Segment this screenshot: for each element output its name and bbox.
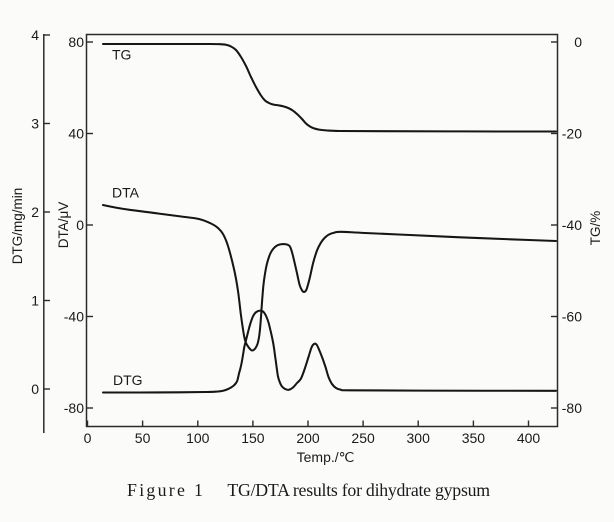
svg-text:400: 400 <box>517 430 541 446</box>
svg-text:200: 200 <box>296 430 320 446</box>
svg-text:40: 40 <box>68 126 84 142</box>
svg-text:300: 300 <box>407 430 431 446</box>
svg-text:DTA/μV: DTA/μV <box>56 202 71 249</box>
svg-text:0: 0 <box>76 217 84 233</box>
svg-text:3: 3 <box>31 116 39 132</box>
svg-text:50: 50 <box>135 430 151 446</box>
svg-text:TG/%: TG/% <box>588 211 603 246</box>
svg-text:Temp./℃: Temp./℃ <box>297 449 355 465</box>
svg-text:1: 1 <box>31 293 39 309</box>
svg-text:0: 0 <box>84 430 92 446</box>
svg-text:250: 250 <box>351 430 375 446</box>
svg-text:Figure 1 TG/DTA results fo: Figure 1 TG/DTA results for dihydrate gy… <box>127 480 490 500</box>
svg-text:150: 150 <box>241 430 265 446</box>
svg-text:-60: -60 <box>562 309 582 325</box>
svg-text:4: 4 <box>31 27 39 43</box>
svg-text:DTG: DTG <box>113 372 143 388</box>
svg-text:350: 350 <box>462 430 486 446</box>
svg-text:DTA: DTA <box>112 185 140 201</box>
svg-text:2: 2 <box>31 204 39 220</box>
svg-text:0: 0 <box>31 381 39 397</box>
svg-text:-80: -80 <box>64 400 84 416</box>
svg-text:0: 0 <box>574 34 582 50</box>
svg-text:DTG/mg/min: DTG/mg/min <box>10 188 25 265</box>
svg-text:-80: -80 <box>562 400 582 416</box>
svg-text:TG: TG <box>112 47 131 63</box>
svg-text:-40: -40 <box>64 309 84 325</box>
svg-text:-40: -40 <box>562 217 582 233</box>
svg-text:100: 100 <box>186 430 210 446</box>
svg-text:80: 80 <box>68 34 84 50</box>
svg-text:-20: -20 <box>562 126 582 142</box>
